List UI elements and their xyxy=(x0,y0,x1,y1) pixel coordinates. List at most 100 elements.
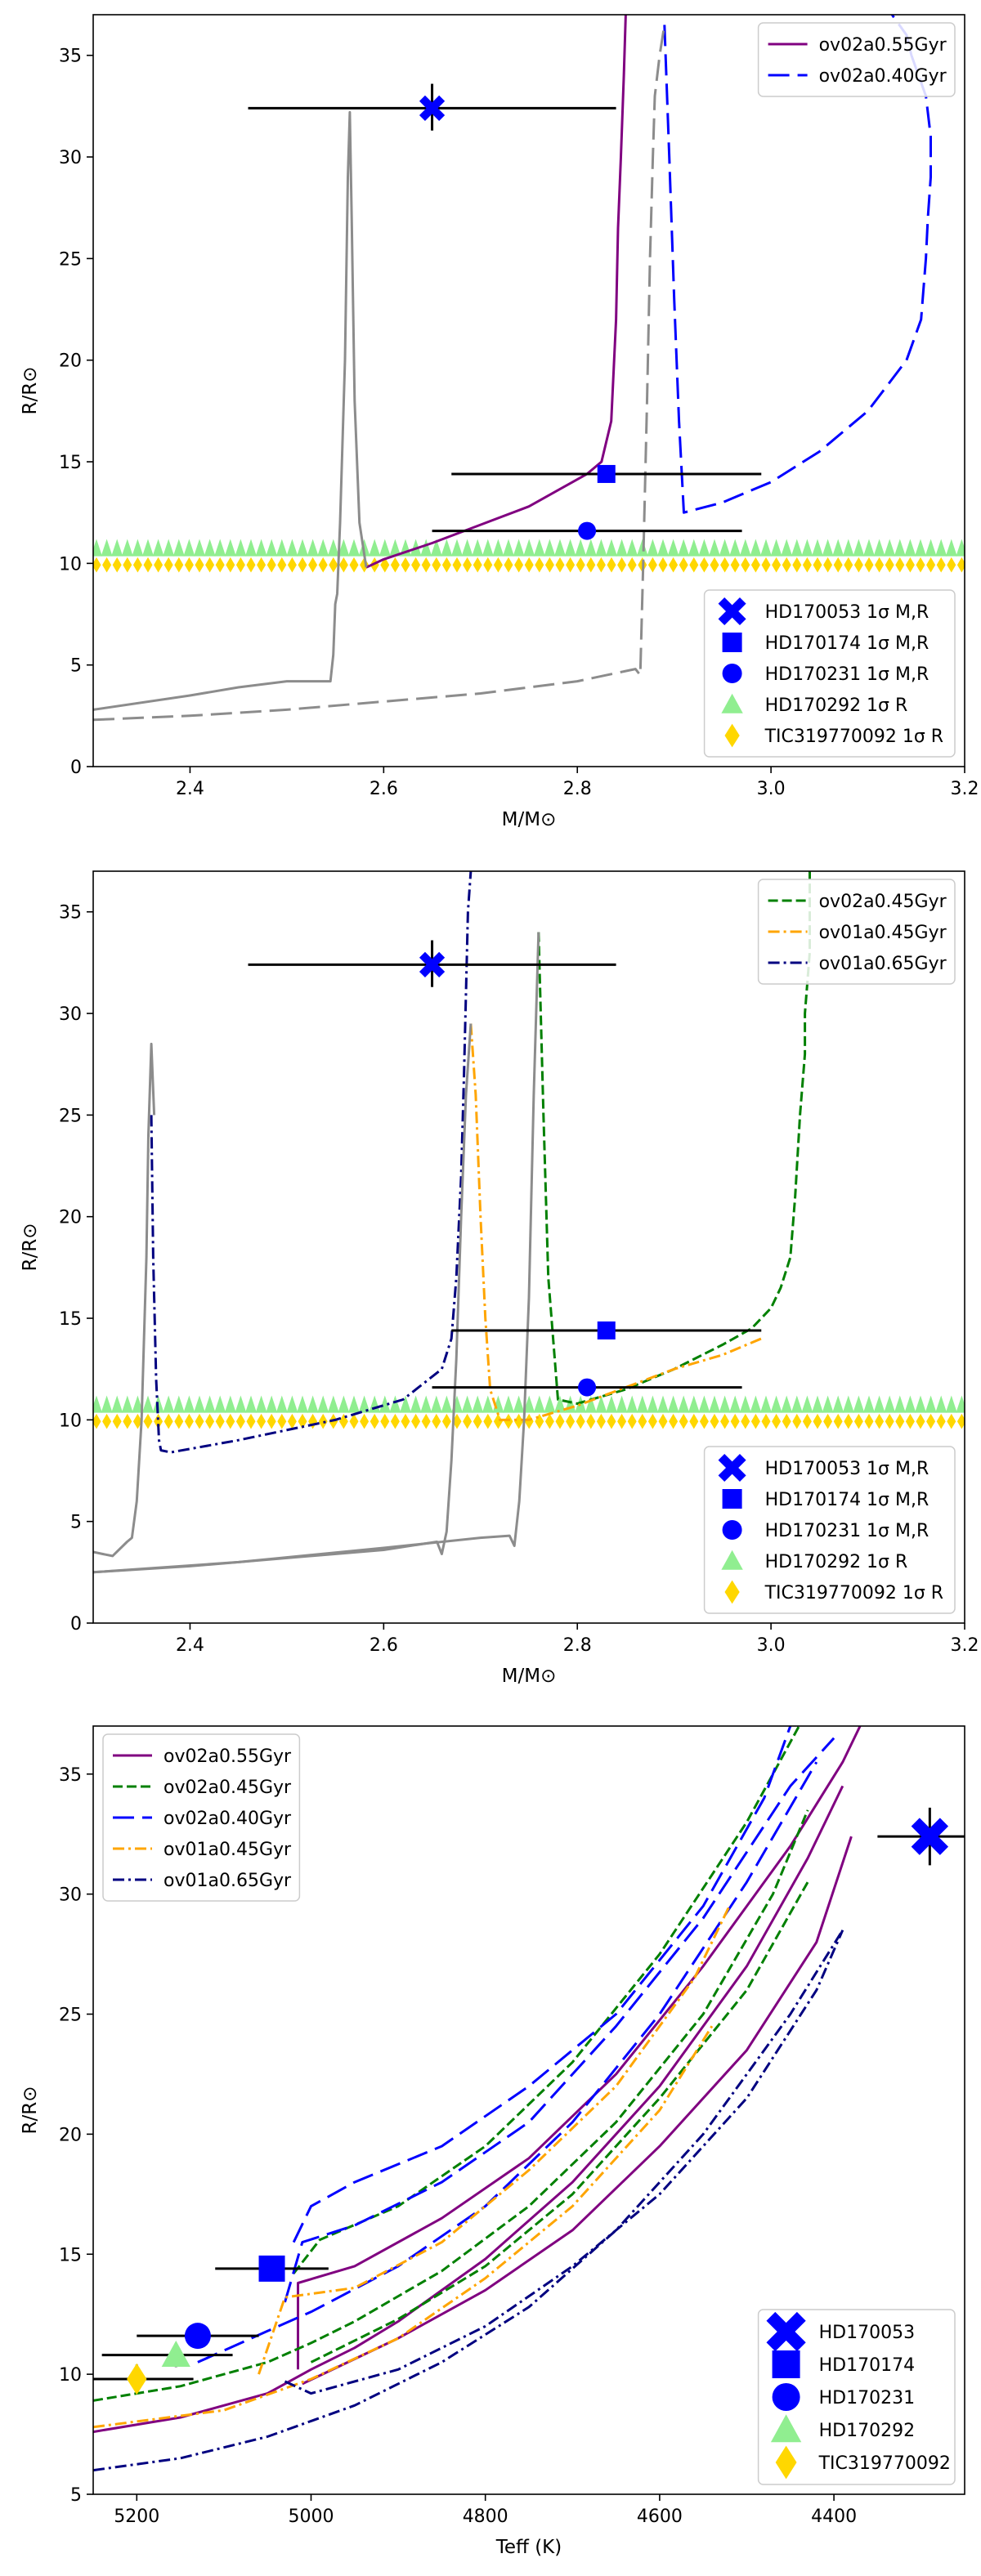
chart-panel-bottom: 5200 5000 4800 4600 4400 5 10 15 20 25 30 35 Teff (K… xyxy=(20,1725,965,2558)
y-axis-label: R/R⊙ xyxy=(20,2086,41,2135)
x-tick-label: 3.0 xyxy=(757,779,786,799)
y-tick-label: 25 xyxy=(59,1106,82,1126)
legend-entry: ov01a0.45Gyr xyxy=(113,1840,292,1860)
series-ov02a0.45Gyr xyxy=(93,1809,809,2402)
x-tick-label: 5000 xyxy=(289,2507,334,2527)
series-ov01a0.45Gyr xyxy=(469,1023,762,1421)
legend-entry: TIC319770092 1σ R xyxy=(724,1580,943,1604)
legend-box xyxy=(757,879,956,985)
x-axis-label: M/M⊙ xyxy=(502,1666,557,1687)
legend-marker-diamond xyxy=(724,723,740,748)
legend-bottom: HD170053 1σ M,R HD170174 1σ M,R HD170231 1… xyxy=(703,589,956,758)
legend-marker-circle xyxy=(772,2383,800,2411)
legend-label: ov01a0.45Gyr xyxy=(164,1840,292,1860)
legend-marker-circle xyxy=(722,664,742,683)
point-HD170053 xyxy=(248,83,616,131)
series-track-0.65 xyxy=(93,1042,156,1558)
marker-circle xyxy=(578,521,597,540)
legend-label: HD170053 xyxy=(819,2323,915,2343)
x-tick-label: 2.6 xyxy=(370,1635,398,1656)
x-tick-label: 3.2 xyxy=(951,779,979,799)
legend-label: HD170292 1σ R xyxy=(765,1552,908,1572)
legend-label: ov01a0.45Gyr xyxy=(819,923,947,943)
legend-label: ov01a0.65Gyr xyxy=(819,954,947,974)
legend-label: HD170292 1σ R xyxy=(765,695,908,716)
legend-marker-diamond xyxy=(775,2445,797,2480)
legend-marker-triangle xyxy=(721,693,743,713)
legend-entry: ov02a0.55Gyr xyxy=(113,1746,292,1767)
y-axis-label: R/R⊙ xyxy=(20,367,41,415)
legend-entry: HD170053 xyxy=(766,2311,915,2352)
x-tick-label: 2.4 xyxy=(176,779,204,799)
marker-x xyxy=(911,1818,949,1855)
legend-bottom: HD170053 HD170174 HD170231 HD170292 TIC31977… xyxy=(757,2309,956,2485)
x-tick-label: 3.2 xyxy=(951,1635,979,1656)
series-ov02a0.45Gyr xyxy=(537,871,811,1405)
chart-panel-middle: 2.4 2.6 2.8 3.0 3.2 0 5 10 15 20 25 30 35 M/M⊙ R/R⊙ ov0… xyxy=(20,870,979,1687)
point-HD170231 xyxy=(137,2323,259,2350)
legend-box xyxy=(703,589,956,758)
legend-entry: HD170292 xyxy=(770,2414,915,2443)
x-axis-label: Teff (K) xyxy=(495,2537,562,2558)
y-tick-label: 5 xyxy=(70,2485,82,2506)
plot-area xyxy=(93,871,965,1574)
legend-marker-x xyxy=(718,597,746,626)
point-HD170292 xyxy=(101,2341,233,2368)
legend-box xyxy=(102,1733,301,1902)
y-tick-label: 0 xyxy=(70,1614,82,1635)
legend-entry: HD170292 1σ R xyxy=(721,693,908,716)
axes-frame xyxy=(92,1725,965,2495)
series-track-0.55 xyxy=(93,110,368,711)
series-ov02a0.55Gyr-b xyxy=(297,1726,862,2370)
point-HD170231 xyxy=(432,1378,742,1397)
x-axis-label: M/M⊙ xyxy=(502,809,557,830)
legend-marker-circle xyxy=(722,1520,742,1540)
y-tick-label: 35 xyxy=(59,47,82,67)
legend-entry: ov01a0.65Gyr xyxy=(768,954,947,974)
legend-entry: ov02a0.55Gyr xyxy=(768,35,947,56)
legend-label: TIC319770092 1σ R xyxy=(764,727,943,747)
legend-entry: HD170174 1σ M,R xyxy=(722,1489,929,1510)
y-tick-label: 15 xyxy=(59,2245,82,2265)
legend-label: ov02a0.45Gyr xyxy=(164,1778,292,1798)
point-HD170053 xyxy=(877,1807,965,1866)
y-tick-label: 20 xyxy=(59,1208,82,1228)
series-ov02a0.40Gyr-b xyxy=(284,1737,835,2303)
x-tick-label: 2.8 xyxy=(563,1635,592,1656)
legend-entry: HD170292 1σ R xyxy=(721,1550,907,1572)
legend-marker-square xyxy=(772,2350,800,2378)
legend-label: HD170174 1σ M,R xyxy=(765,633,929,654)
legend-marker-diamond xyxy=(724,1580,740,1604)
x-tick-label: 2.6 xyxy=(370,779,398,799)
y-tick-label: 10 xyxy=(59,554,82,575)
marker-square xyxy=(597,1321,616,1339)
point-HD170174 xyxy=(451,1321,762,1339)
legend-label: ov01a0.65Gyr xyxy=(164,1871,292,1891)
legend-label: ov02a0.40Gyr xyxy=(164,1809,292,1829)
marker-x xyxy=(419,95,446,121)
y-tick-label: 15 xyxy=(59,453,82,473)
legend-top: ov02a0.55Gyr ov02a0.45Gyr ov02a0.40Gyr ov01… xyxy=(102,1733,301,1902)
legend-label: ov02a0.45Gyr xyxy=(819,892,947,912)
series-ov01a0.45Gyr xyxy=(258,1905,731,2375)
legend-entry: HD170174 1σ M,R xyxy=(722,633,929,654)
legend-entry: ov02a0.40Gyr xyxy=(113,1809,292,1829)
series-ov02a0.40Gyr xyxy=(292,1726,792,2243)
y-tick-label: 0 xyxy=(70,758,82,778)
point-TIC319770092 xyxy=(93,2363,194,2395)
legend-top: ov02a0.45Gyr ov01a0.45Gyr ov01a0.65Gyr xyxy=(757,879,956,985)
point-HD170053 xyxy=(248,940,616,987)
legend-label: HD170231 1σ M,R xyxy=(765,1521,929,1541)
axes-frame xyxy=(92,14,965,767)
series-ov02a0.40Gyr-c xyxy=(197,1761,818,2364)
legend-entry: TIC319770092 xyxy=(775,2445,951,2480)
legend-label: TIC319770092 1σ R xyxy=(764,1583,943,1603)
y-tick-label: 25 xyxy=(59,2006,82,2026)
legend-top: ov02a0.55Gyr ov02a0.40Gyr xyxy=(757,22,956,97)
legend-entry: ov02a0.40Gyr xyxy=(768,66,947,87)
marker-diamond xyxy=(127,2363,147,2395)
y-tick-label: 20 xyxy=(59,351,82,372)
legend-entry: ov01a0.45Gyr xyxy=(768,923,947,943)
series-ov02a0.45Gyr-b xyxy=(293,1726,800,2274)
